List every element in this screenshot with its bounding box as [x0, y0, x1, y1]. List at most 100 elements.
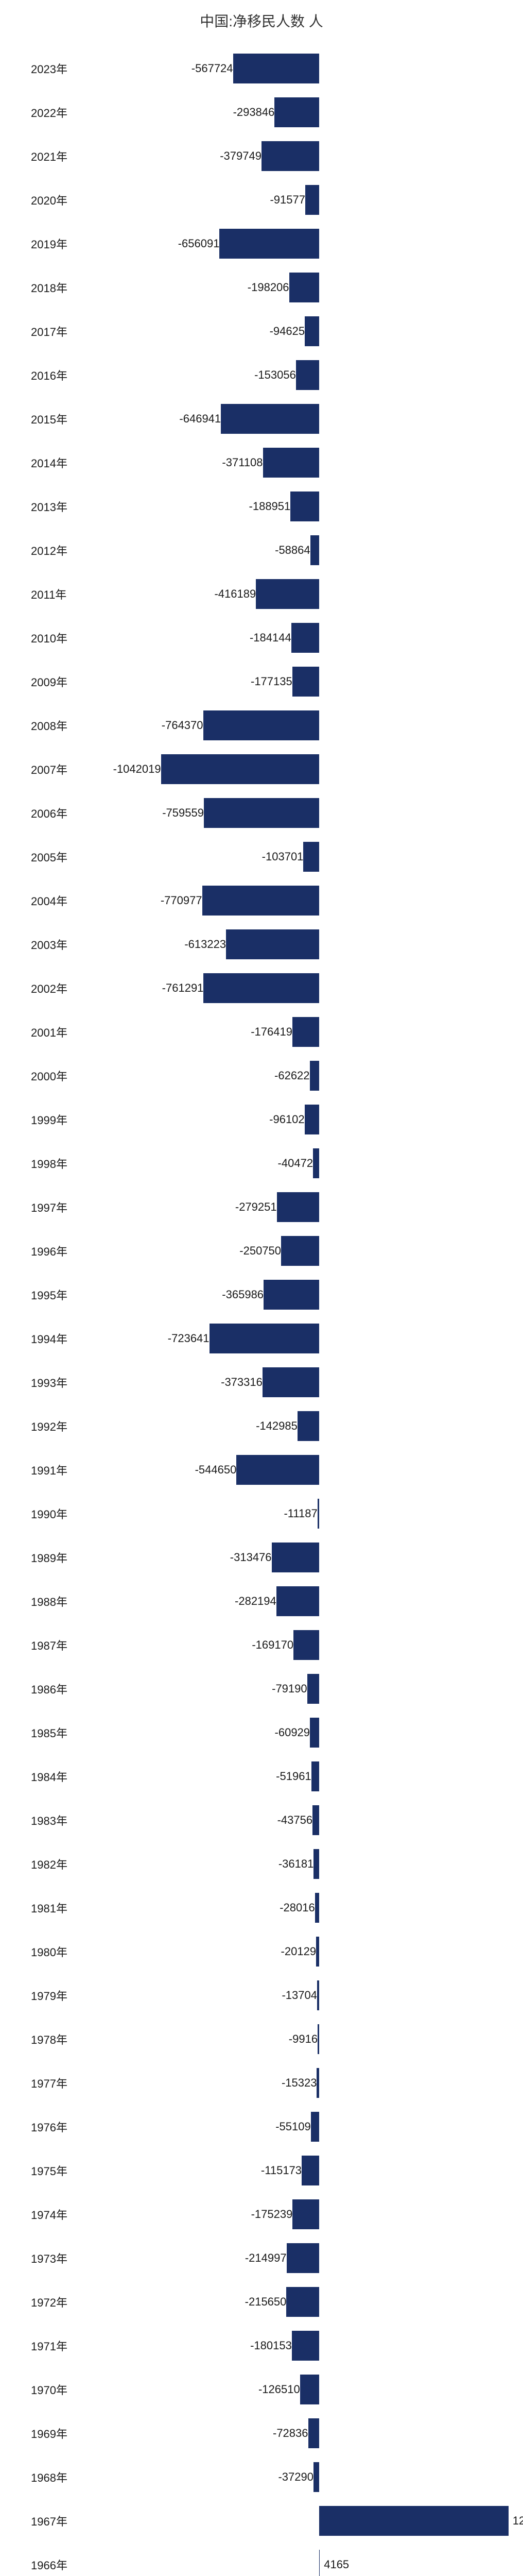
year-label: 2020年 — [31, 192, 67, 208]
value-label: -1042019 — [113, 762, 161, 776]
year-label: 1970年 — [31, 2381, 67, 2398]
value-label: -198206 — [248, 281, 289, 294]
value-label: -62622 — [274, 1069, 310, 1082]
value-label: -293846 — [233, 106, 275, 119]
bar-area: -126510 — [82, 2375, 518, 2404]
bar-area: -115173 — [82, 2156, 518, 2185]
year-label: 1997年 — [31, 1199, 67, 1215]
data-row: 1998年-40472 — [0, 1141, 523, 1185]
bar — [276, 1586, 319, 1616]
bar — [313, 1849, 319, 1879]
year-label: 1996年 — [31, 1243, 67, 1259]
bar — [305, 1105, 319, 1134]
data-row: 1987年-169170 — [0, 1623, 523, 1667]
year-label: 1992年 — [31, 1418, 67, 1434]
bar-area: -379749 — [82, 141, 518, 171]
value-label: -646941 — [179, 412, 221, 426]
year-label: 1988年 — [31, 1593, 67, 1609]
bar — [219, 229, 319, 259]
value-label: -188951 — [249, 500, 291, 513]
bar-area: 1246654 — [82, 2506, 518, 2536]
bar — [226, 929, 319, 959]
year-label: 1987年 — [31, 1637, 67, 1653]
data-row: 1974年-175239 — [0, 2192, 523, 2236]
bar — [318, 2024, 319, 2054]
value-label: -184144 — [250, 631, 291, 645]
value-label: -177135 — [251, 675, 292, 688]
data-row: 1983年-43756 — [0, 1798, 523, 1842]
data-row: 2001年-176419 — [0, 1010, 523, 1054]
bar-area: -72836 — [82, 2418, 518, 2448]
value-label: -761291 — [162, 981, 204, 995]
value-label: -37290 — [278, 2470, 313, 2484]
bar-area: -142985 — [82, 1411, 518, 1441]
bar — [281, 1236, 319, 1266]
data-row: 2016年 -153056 — [0, 353, 523, 397]
bar-area: -1042019 — [82, 754, 518, 784]
data-row: 2019年-656091 — [0, 222, 523, 265]
bar — [317, 1980, 319, 2010]
year-label: 1977年 — [31, 2075, 67, 2091]
bar-area: -759559 — [82, 798, 518, 828]
bar-area: -723641 — [82, 1324, 518, 1353]
value-label: -40472 — [278, 1157, 313, 1170]
bar-area: -40472 — [82, 1148, 518, 1178]
data-row: 1997年-279251 — [0, 1185, 523, 1229]
bar-area: -188951 — [82, 492, 518, 521]
bar — [311, 2112, 319, 2142]
bar — [291, 623, 319, 653]
year-label: 2015年 — [31, 411, 67, 427]
year-label: 1975年 — [31, 2162, 67, 2179]
data-row: 1993年-373316 — [0, 1360, 523, 1404]
value-label: -9916 — [289, 2032, 318, 2046]
bar — [310, 535, 319, 565]
year-label: 2021年 — [31, 148, 67, 164]
value-label: -313476 — [230, 1551, 272, 1564]
data-row: 1978年-9916 — [0, 2017, 523, 2061]
bar — [302, 2156, 319, 2185]
bar — [311, 1761, 319, 1791]
bar-area: -43756 — [82, 1805, 518, 1835]
year-label: 1989年 — [31, 1549, 67, 1566]
value-label: -15323 — [282, 2076, 317, 2090]
bar — [303, 842, 319, 872]
bar-area: -184144 — [82, 623, 518, 653]
bar-area: -365986 — [82, 1280, 518, 1310]
year-label: 1986年 — [31, 1681, 67, 1697]
bar-area: -153056 — [82, 360, 518, 390]
bar-area: -293846 — [82, 97, 518, 127]
bar-area: -175239 — [82, 2199, 518, 2229]
data-row: 1999年-96102 — [0, 1097, 523, 1141]
year-label: 2013年 — [31, 498, 67, 515]
year-label: 1995年 — [31, 1286, 67, 1303]
bar — [316, 1937, 319, 1967]
bar — [203, 710, 319, 740]
year-label: 2005年 — [31, 849, 67, 865]
value-label: -94625 — [270, 325, 305, 338]
year-label: 1981年 — [31, 1900, 67, 1916]
bar-area: -176419 — [82, 1017, 518, 1047]
value-label: -365986 — [222, 1288, 264, 1301]
bar-area: -28016 — [82, 1893, 518, 1923]
chart-title: 中国:净移民人数 人 — [0, 0, 523, 46]
data-row: 1972年-215650 — [0, 2280, 523, 2324]
data-row: 2003年-613223 — [0, 922, 523, 966]
year-label: 2004年 — [31, 892, 67, 909]
bar — [298, 1411, 319, 1441]
bar — [313, 2462, 319, 2492]
bar-area: -761291 — [82, 973, 518, 1003]
year-label: 1991年 — [31, 1462, 67, 1478]
year-label: 2023年 — [31, 60, 67, 77]
data-row: 1981年 -28016 — [0, 1886, 523, 1929]
year-label: 2016年 — [31, 367, 67, 383]
bar-area: -15323 — [82, 2068, 518, 2098]
year-label: 1985年 — [31, 1724, 67, 1741]
bar — [287, 2243, 319, 2273]
data-row: 1984年-51961 — [0, 1754, 523, 1798]
value-label: -72836 — [273, 2427, 308, 2440]
data-row: 2017年-94625 — [0, 309, 523, 353]
year-label: 2022年 — [31, 104, 67, 121]
data-row: 1985年-60929 — [0, 1710, 523, 1754]
data-row: 2012年-58864 — [0, 528, 523, 572]
data-row: 2009年-177135 — [0, 659, 523, 703]
